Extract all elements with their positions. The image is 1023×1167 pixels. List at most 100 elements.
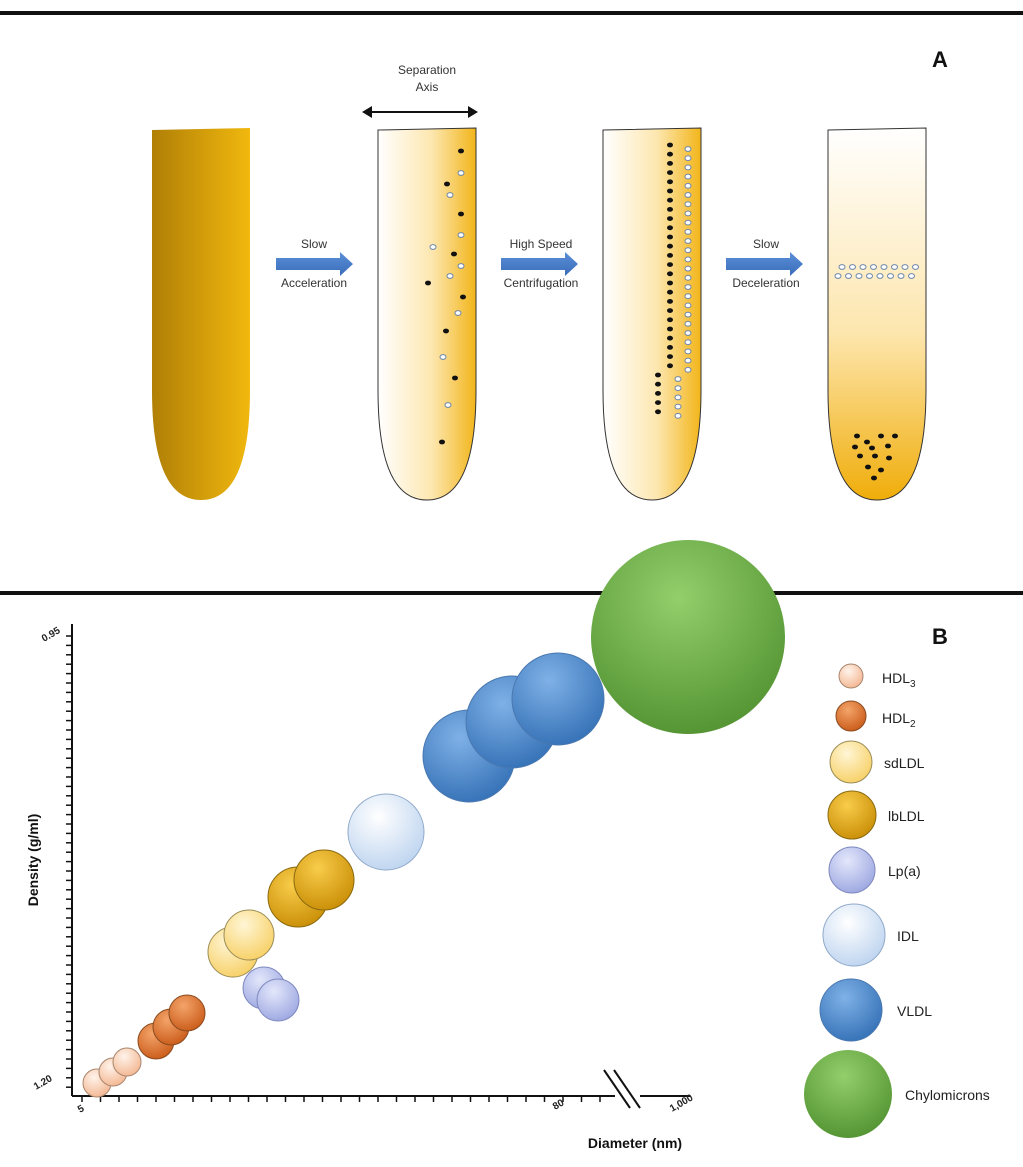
light-particle: [901, 264, 909, 270]
dense-particle: [667, 161, 673, 166]
separation-axis-label-1: Separation: [398, 63, 456, 77]
dense-particle: [655, 400, 661, 405]
legend: HDL3 HDL2 sdLDL lbLDL Lp(a) IDL VLDL Chy…: [804, 663, 990, 1138]
legend-vldl-label: VLDL: [897, 1003, 932, 1019]
dense-particle: [667, 354, 673, 359]
light-particle: [674, 376, 682, 382]
legend-idl-label: IDL: [897, 928, 919, 944]
light-particle: [876, 273, 884, 279]
light-particle: [684, 265, 692, 272]
dense-particle: [667, 253, 673, 258]
chylomicron-bubble: [591, 540, 785, 734]
legend-lpa-label: Lp(a): [888, 863, 921, 879]
x-tick-80: 80: [551, 1097, 567, 1112]
light-particle: [908, 273, 915, 279]
light-particle: [684, 173, 692, 180]
light-particle: [684, 366, 692, 373]
light-particle: [891, 264, 898, 270]
dense-particle: [667, 345, 673, 350]
dense-particle: [886, 455, 892, 461]
lbldl-bubble-2: [293, 849, 355, 911]
light-particle: [684, 274, 692, 281]
dense-particle: [667, 216, 673, 222]
dense-particle: [857, 453, 863, 459]
dense-particle: [667, 335, 673, 341]
dense-particle: [878, 467, 884, 473]
light-particle: [834, 273, 842, 279]
dense-particle: [667, 225, 673, 231]
chart-axes: [66, 624, 690, 1109]
light-particle: [684, 357, 692, 364]
vldl-bubble-3: [511, 652, 605, 746]
dense-particle: [871, 475, 877, 481]
dense-particle: [667, 197, 673, 203]
dense-particle: [869, 445, 875, 451]
light-particle: [674, 412, 682, 419]
light-particle: [887, 273, 894, 279]
tube-deceleration: [827, 127, 927, 501]
step-3-label-1: Slow: [753, 237, 779, 251]
dense-particle: [655, 409, 661, 415]
separation-axis-label-2: Axis: [416, 80, 439, 94]
dense-particle: [667, 234, 673, 240]
tube-initial: [152, 128, 250, 500]
dense-particle: [885, 443, 891, 449]
light-particle: [684, 339, 692, 346]
dense-particle: [667, 142, 673, 148]
hdl3-bubble-3: [112, 1047, 142, 1077]
bubbles: [82, 540, 785, 1098]
dense-particle: [667, 151, 673, 157]
light-particle: [684, 192, 692, 198]
dense-particle: [655, 391, 661, 396]
light-particle: [855, 273, 863, 279]
panel-a-label: A: [932, 47, 948, 72]
light-particle: [859, 264, 867, 270]
light-particle: [684, 247, 692, 254]
hdl2-bubble-3: [168, 994, 206, 1032]
dense-particle: [667, 289, 673, 295]
middle-divider: [0, 591, 1023, 595]
light-particle: [684, 293, 692, 300]
light-particle: [849, 264, 856, 270]
light-particle: [674, 394, 682, 401]
dense-particle: [865, 464, 871, 470]
light-particle: [866, 273, 873, 279]
light-particle: [684, 210, 692, 217]
dense-particle: [667, 326, 673, 332]
tube-acceleration: [377, 127, 477, 501]
dense-particle: [667, 308, 673, 313]
dense-particle: [667, 363, 673, 369]
legend-vldl-swatch: [819, 978, 883, 1042]
step-2-label-1: High Speed: [510, 237, 573, 251]
light-particle: [674, 385, 682, 392]
dense-particle: [667, 243, 673, 249]
y-axis-title: Density (g/ml): [25, 814, 41, 907]
legend-chylomicrons-label: Chylomicrons: [905, 1087, 990, 1103]
legend-hdl2-swatch: [835, 700, 867, 732]
idl-bubble: [347, 793, 425, 871]
light-particle: [684, 311, 692, 318]
step-2-label-2: Centrifugation: [504, 276, 579, 290]
x-axis-title: Diameter (nm): [588, 1135, 682, 1151]
tube-acceleration-particles: [425, 148, 466, 445]
panel-b-label: B: [932, 624, 948, 649]
light-particle: [838, 264, 846, 270]
sdldl-bubble-2: [223, 909, 275, 961]
dense-particle: [655, 372, 661, 378]
light-particle: [684, 182, 692, 189]
top-divider: [0, 11, 1023, 15]
light-particle: [912, 264, 919, 270]
dense-particle: [667, 179, 673, 185]
dense-particle: [667, 299, 673, 304]
step-1-label-2: Acceleration: [281, 276, 347, 290]
legend-idl-swatch: [822, 903, 886, 967]
light-particle: [684, 256, 692, 263]
dense-particle: [667, 280, 673, 286]
dense-particle: [667, 207, 673, 212]
light-particle: [674, 403, 682, 410]
light-particle: [684, 284, 692, 290]
dense-particle: [655, 381, 661, 387]
lpa-bubble-2: [256, 978, 300, 1022]
light-particle: [684, 348, 692, 355]
